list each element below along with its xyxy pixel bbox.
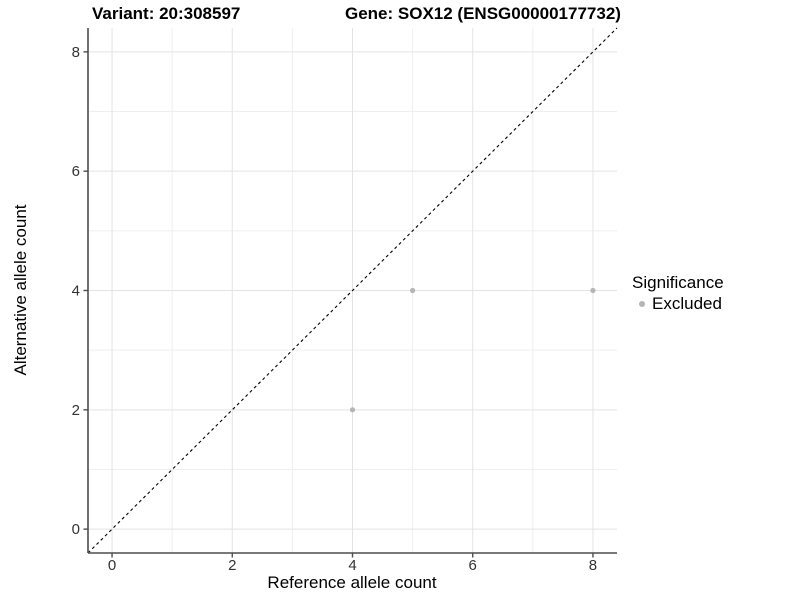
x-tick-label: 2 [228, 557, 236, 574]
x-tick-label: 6 [469, 557, 477, 574]
data-point [410, 287, 416, 294]
legend-key [632, 296, 652, 312]
y-tick-label: 2 [72, 402, 80, 419]
y-tick-label: 0 [72, 521, 80, 538]
data-point [349, 407, 356, 413]
legend-item-excluded: Excluded [632, 294, 724, 314]
x-tick-label: 8 [589, 557, 597, 574]
identity-dashed-line [87, 27, 618, 554]
y-tick-label: 8 [72, 44, 80, 61]
legend-title: Significance [632, 273, 724, 292]
y-tick-label: 4 [72, 283, 80, 300]
y-tick-label: 6 [72, 163, 80, 180]
plot-title-gene: Gene: SOX12 (ENSG00000177732) [345, 4, 621, 23]
y-axis-title: Alternative allele count [11, 204, 30, 376]
x-axis-title: Reference allele count [267, 573, 437, 592]
excluded-point-icon [639, 301, 645, 307]
legend: Significance Excluded [632, 273, 724, 314]
data-point [590, 287, 596, 294]
x-tick-label: 4 [348, 557, 356, 574]
x-tick-label: 0 [108, 557, 116, 574]
plot-title-variant: Variant: 20:308597 [92, 4, 241, 23]
legend-item-label: Excluded [652, 294, 722, 313]
